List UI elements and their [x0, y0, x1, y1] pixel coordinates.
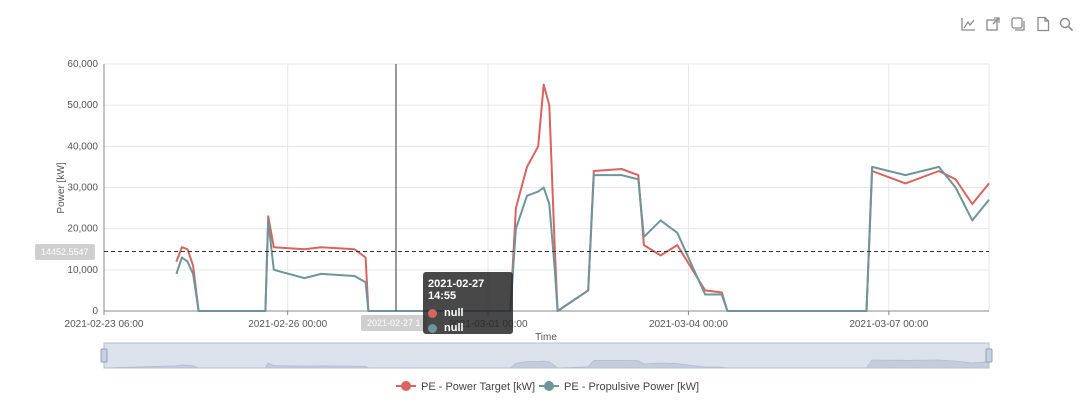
zoom-icon[interactable]: [1058, 16, 1074, 32]
series-layer: [175, 83, 990, 312]
tooltip-value-propulsive-power: null: [444, 322, 464, 334]
tooltip-marker-power-target: [428, 308, 437, 318]
legend-marker-power-target: [401, 381, 411, 391]
x-tick-label: 2021-02-26 00:00: [248, 319, 327, 330]
data-zoom-slider[interactable]: [100, 342, 993, 369]
axis-pointer-layer: [104, 64, 989, 311]
zoom-handle-start[interactable]: [100, 348, 108, 363]
line-chart-icon[interactable]: [960, 16, 976, 32]
axis-layer: Power [kW] Time 0 10,000 20,000 30,000 40,00…: [56, 59, 989, 343]
tooltip-row-propulsive-power: null: [428, 322, 513, 334]
y-tick-label: 30,000: [67, 183, 98, 194]
tooltip: 2021-02-27 14:55 null null: [423, 272, 513, 334]
export-icon[interactable]: [985, 16, 1001, 32]
data-view-icon[interactable]: [1035, 16, 1051, 32]
tooltip-value-power-target: null: [444, 307, 464, 319]
zoom-handle-end[interactable]: [985, 348, 993, 363]
legend-marker-propulsive-power: [544, 381, 554, 391]
x-tick-label: 2021-03-07 00:00: [849, 319, 928, 330]
y-tick-label: 0: [92, 306, 98, 317]
tooltip-marker-propulsive-power: [428, 323, 437, 333]
tooltip-title: 2021-02-27 14:55: [428, 278, 485, 302]
axis-pointer-y-label: 14452.5547: [35, 244, 95, 260]
x-tick-label: 2021-03-04 00:00: [649, 319, 728, 330]
zoom-preview-area: [103, 359, 990, 369]
y-tick-label: 40,000: [67, 141, 98, 152]
grid-layer: [103, 63, 990, 312]
y-tick-label: 20,000: [67, 224, 98, 235]
x-axis-title: Time: [535, 332, 557, 343]
axis-pointer-x-label: 2021-02-27 1: [361, 315, 427, 331]
series-line-propulsive-power: [175, 165, 990, 312]
legend-label-propulsive-power: PE - Propulsive Power [kW]: [564, 381, 699, 393]
y-tick-label: 10,000: [67, 265, 98, 276]
legend: PE - Power Target [kW] PE - Propulsive Po…: [396, 381, 699, 393]
x-tick-label: 2021-02-23 06:00: [65, 319, 144, 330]
y-axis-title: Power [kW]: [56, 162, 67, 213]
y-tick-label: 60,000: [67, 59, 98, 70]
y-tick-label: 50,000: [67, 100, 98, 111]
tooltip-row-power-target: null: [428, 307, 513, 319]
restore-icon[interactable]: [1010, 16, 1026, 32]
legend-label-power-target: PE - Power Target [kW]: [421, 381, 535, 393]
